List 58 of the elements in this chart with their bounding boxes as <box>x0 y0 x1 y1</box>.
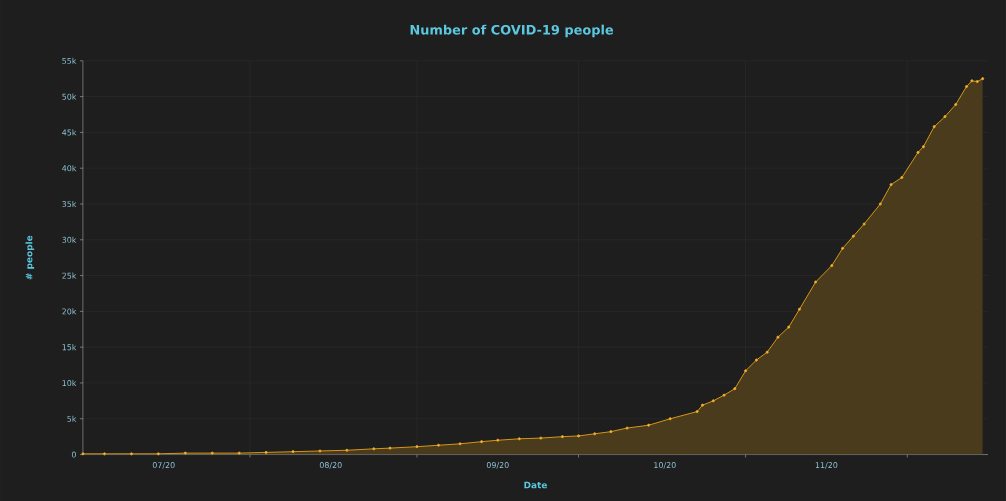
point <box>647 423 651 427</box>
point <box>862 222 866 226</box>
point <box>878 202 882 206</box>
point <box>129 452 133 456</box>
point <box>210 451 214 455</box>
point <box>183 451 187 455</box>
point <box>388 446 392 450</box>
point <box>345 448 349 452</box>
point <box>970 79 974 83</box>
point <box>776 335 780 339</box>
point <box>609 429 613 433</box>
point <box>841 246 845 250</box>
point <box>593 432 597 436</box>
x-axis-title: Date <box>524 481 547 489</box>
point <box>372 447 376 451</box>
point <box>517 437 521 441</box>
point <box>291 449 295 454</box>
point <box>975 79 979 83</box>
point <box>900 175 904 179</box>
point <box>577 434 581 438</box>
point <box>954 102 958 106</box>
point <box>695 409 699 413</box>
point <box>797 307 802 311</box>
point <box>921 144 925 149</box>
point <box>754 358 758 362</box>
point <box>814 280 818 284</box>
point <box>932 124 936 129</box>
point <box>318 449 322 453</box>
point <box>264 450 268 454</box>
point <box>480 439 484 444</box>
point <box>916 150 920 154</box>
point <box>237 451 241 455</box>
point <box>981 76 985 81</box>
point <box>436 443 441 447</box>
chart-title: Number of COVID-19 people <box>410 24 614 37</box>
point <box>156 452 160 456</box>
point <box>458 442 462 446</box>
point <box>851 234 855 238</box>
point <box>102 452 107 456</box>
point <box>722 393 726 397</box>
point <box>700 403 705 407</box>
point <box>765 350 769 354</box>
point <box>668 417 672 421</box>
point <box>711 399 715 403</box>
point <box>943 114 947 118</box>
point <box>81 452 85 456</box>
point <box>744 369 748 373</box>
point <box>830 263 834 267</box>
point <box>964 84 969 88</box>
point <box>560 434 564 438</box>
point <box>539 436 543 440</box>
point <box>415 444 419 449</box>
point <box>496 438 500 442</box>
point <box>733 386 737 391</box>
point <box>787 325 791 329</box>
y-axis-title: # people <box>25 235 35 280</box>
point <box>889 182 893 186</box>
point <box>625 426 629 430</box>
